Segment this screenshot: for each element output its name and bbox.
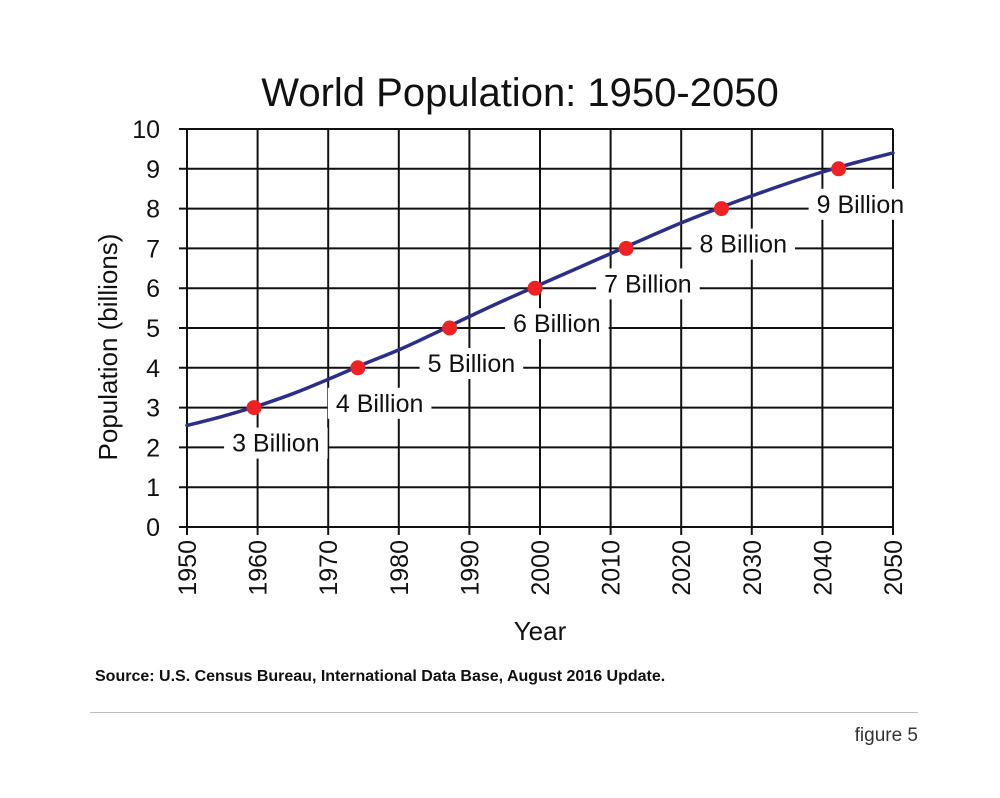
x-tick-label: 1960	[245, 540, 273, 596]
chart-title: World Population: 1950-2050	[261, 71, 778, 115]
milestone-label-text: 6 Billion	[513, 310, 601, 338]
source-note: Source: U.S. Census Bureau, Internationa…	[95, 668, 666, 685]
y-tick-label: 0	[146, 514, 160, 542]
x-tick-label: 2020	[668, 540, 696, 596]
x-tick-label: 2000	[527, 540, 555, 596]
label-background	[224, 427, 328, 459]
x-tick-label: 1970	[315, 540, 343, 596]
y-tick-label: 1	[146, 474, 160, 502]
milestone-label-1: 3 Billion	[224, 427, 328, 459]
milestone-label-2: 4 Billion	[327, 387, 432, 419]
x-tick-label: 1980	[386, 540, 414, 596]
x-tick-label: 2050	[880, 540, 908, 596]
milestone-label-text: 8 Billion	[699, 231, 787, 259]
y-tick-label: 10	[132, 116, 160, 144]
label-background	[505, 308, 609, 340]
milestone-label-text: 5 Billion	[428, 350, 516, 378]
milestone-point-6	[713, 201, 729, 217]
label-background	[808, 188, 913, 220]
milestone-points	[246, 161, 847, 416]
y-tick-label: 7	[146, 235, 160, 263]
y-tick-label: 9	[146, 156, 160, 184]
label-background	[419, 348, 524, 379]
milestone-label-7: 9 Billion	[808, 188, 913, 220]
milestone-label-6: 8 Billion	[691, 228, 796, 260]
milestone-label-text: 4 Billion	[336, 390, 424, 418]
y-tick-label: 2	[146, 434, 160, 462]
y-tick-labels: 0 1 2 3 4 5 6 7 8 9 10	[132, 116, 160, 542]
x-tick-label: 2040	[809, 540, 837, 596]
label-background	[691, 228, 796, 260]
milestone-point-4	[527, 280, 543, 296]
x-tick-label: 2010	[598, 540, 626, 596]
milestone-point-2	[350, 360, 366, 376]
milestone-label-5: 7 Billion	[596, 268, 700, 300]
milestone-point-1	[246, 400, 262, 416]
x-tick-label: 2030	[739, 540, 767, 596]
milestone-label-text: 3 Billion	[232, 430, 320, 458]
milestone-label-text: 9 Billion	[817, 191, 905, 219]
x-axis-label: Year	[514, 616, 567, 646]
label-background	[596, 268, 700, 300]
x-tick-label: 1990	[456, 540, 484, 596]
figure-label: figure 5	[854, 725, 918, 746]
y-tick-label: 4	[146, 355, 160, 383]
milestone-point-7	[831, 161, 847, 177]
divider	[90, 712, 918, 713]
milestone-label-3: 5 Billion	[419, 348, 524, 379]
milestone-label-text: 7 Billion	[604, 270, 692, 298]
x-tick-labels: 1950 1960 1970 1980 1990 2000 2010 2020 2030 2040…	[174, 540, 908, 596]
x-tick-label: 1950	[174, 540, 202, 596]
y-tick-label: 5	[146, 315, 160, 343]
y-axis-label: Population (billions)	[93, 234, 123, 461]
milestone-point-3	[442, 320, 458, 336]
y-tick-label: 3	[146, 395, 160, 423]
y-tick-label: 8	[146, 196, 160, 224]
label-background	[327, 387, 432, 419]
y-tick-label: 6	[146, 275, 160, 303]
milestone-point-5	[618, 240, 634, 256]
milestone-label-4: 6 Billion	[505, 308, 609, 340]
